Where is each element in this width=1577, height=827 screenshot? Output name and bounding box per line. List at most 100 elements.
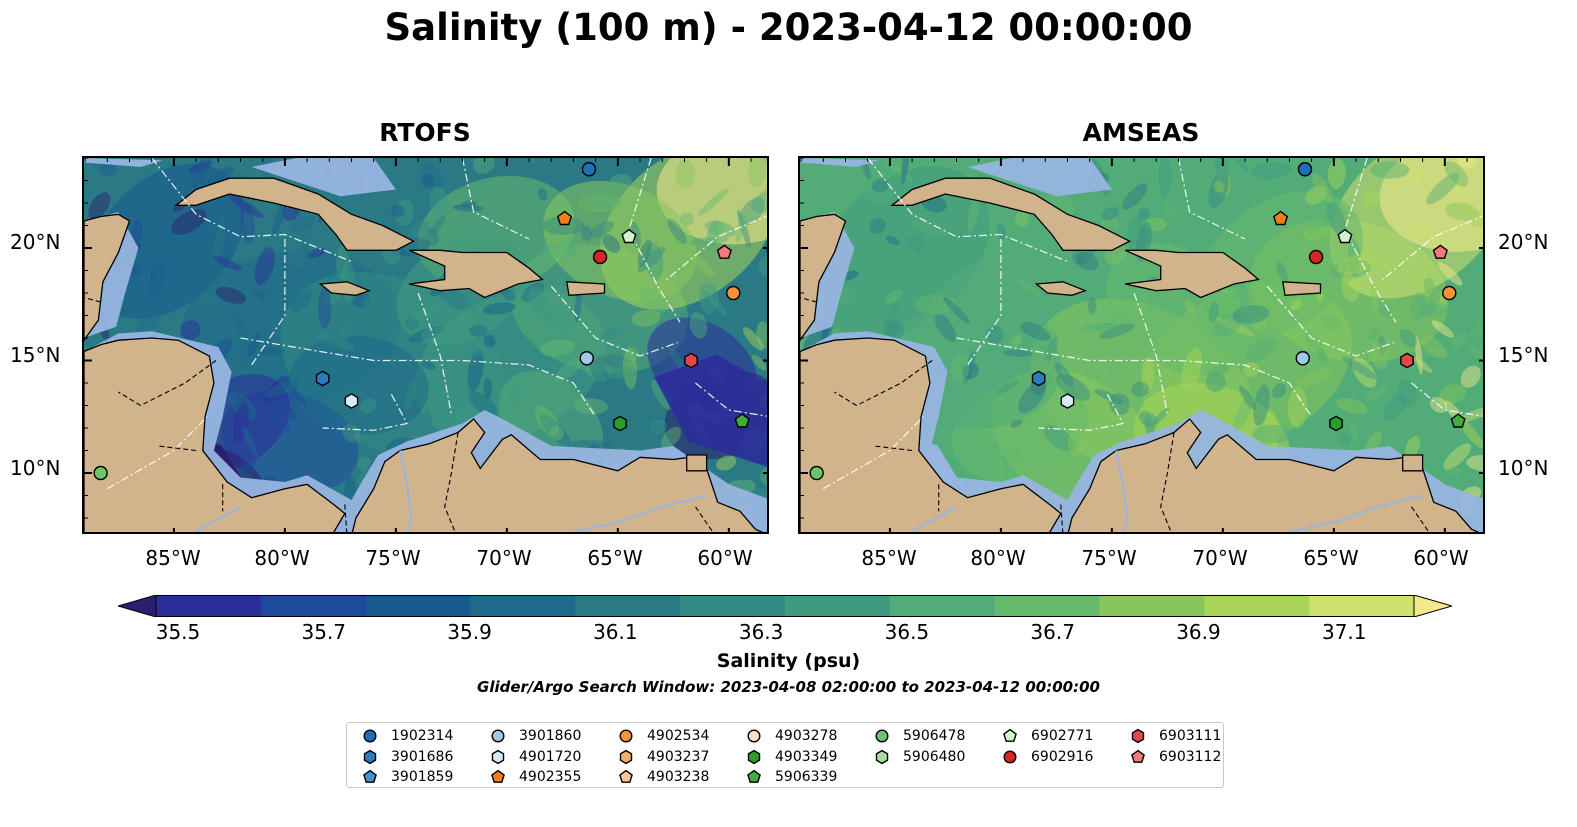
legend-marker-6902916[interactable] xyxy=(1003,749,1017,764)
legend-label: 5906339 xyxy=(775,769,838,785)
legend-label: 4903238 xyxy=(647,769,710,785)
float-marker-5906478[interactable] xyxy=(809,465,824,481)
colorbar-segment xyxy=(575,595,681,617)
float-marker-4902355[interactable] xyxy=(556,210,573,226)
pentagon-marker-icon xyxy=(619,769,633,783)
colorbar-tick-label: 35.5 xyxy=(155,620,201,644)
hexagon-marker-icon xyxy=(363,749,377,764)
legend-item-5906478: 5906478 xyxy=(873,726,965,746)
legend-marker-5906480[interactable] xyxy=(875,749,889,764)
land-polygon xyxy=(318,281,372,296)
hexagon-marker-icon xyxy=(747,749,761,764)
colorbar-label: Salinity (psu) xyxy=(716,650,861,672)
lon-label-60w: 60°W xyxy=(697,546,753,570)
legend-marker-4903278[interactable] xyxy=(747,729,761,743)
legend-marker-4903238[interactable] xyxy=(619,769,633,783)
legend-marker-4903237[interactable] xyxy=(619,749,633,764)
legend-marker-5906478[interactable] xyxy=(875,729,889,743)
float-marker-4902534[interactable] xyxy=(1442,285,1457,301)
legend-marker-3901860[interactable] xyxy=(491,729,505,743)
lat-label-10n-right: 10°N xyxy=(1498,456,1549,480)
map-panel-rtofs[interactable] xyxy=(82,156,769,534)
land-polygon xyxy=(408,249,544,299)
lon-label-80w: 80°W xyxy=(254,546,310,570)
colorbar-tick-label: 36.3 xyxy=(738,620,784,644)
lat-label-15n: 15°N xyxy=(10,343,61,367)
circle-marker-icon xyxy=(363,729,377,743)
legend-label: 4902534 xyxy=(647,728,710,744)
map-panel-amseas[interactable] xyxy=(798,156,1485,534)
colorbar-segment xyxy=(1309,595,1415,617)
legend-label: 6903111 xyxy=(1159,728,1222,744)
float-marker-6903112[interactable] xyxy=(716,244,732,259)
lat-label-20n: 20°N xyxy=(10,230,61,254)
legend-marker-4902355[interactable] xyxy=(491,769,505,783)
legend-label: 4903278 xyxy=(775,728,838,744)
float-marker-4903349[interactable] xyxy=(1329,415,1343,432)
legend-item-1902314: 1902314 xyxy=(361,726,453,746)
land-polygon xyxy=(1034,281,1088,296)
colorbar-segment xyxy=(994,595,1101,617)
float-marker-3901686[interactable] xyxy=(1031,370,1046,387)
legend-marker-3901859[interactable] xyxy=(363,769,377,783)
colorbar-segment xyxy=(889,595,996,617)
legend-marker-5906339[interactable] xyxy=(747,769,761,783)
float-marker-6902771[interactable] xyxy=(621,228,637,244)
float-marker-4903349[interactable] xyxy=(613,415,627,432)
colorbar-tick-label: 36.5 xyxy=(884,620,930,644)
float-marker-5906478[interactable] xyxy=(93,465,108,481)
float-marker-5906339[interactable] xyxy=(1450,413,1466,428)
lon-label-75w: 75°W xyxy=(365,546,421,570)
float-marker-4902355[interactable] xyxy=(1272,210,1289,226)
colorbar-extend-low xyxy=(118,595,157,617)
legend-item-4903237: 4903237 xyxy=(617,747,709,767)
legend-marker-4902534[interactable] xyxy=(619,729,633,743)
colorbar-segment xyxy=(680,595,786,617)
float-marker-6903112[interactable] xyxy=(1432,244,1448,259)
land-polygon xyxy=(1124,249,1260,299)
legend-marker-6903112[interactable] xyxy=(1131,749,1145,763)
legend-marker-1902314[interactable] xyxy=(363,729,377,743)
float-marker-6902916[interactable] xyxy=(592,249,608,265)
float-marker-6903111[interactable] xyxy=(1400,352,1414,369)
float-marker-4902534[interactable] xyxy=(726,285,741,301)
circle-marker-icon xyxy=(491,729,505,743)
colorbar-tick-label: 35.9 xyxy=(447,620,492,644)
legend-marker-6903111[interactable] xyxy=(1131,728,1145,744)
float-marker-3901686[interactable] xyxy=(315,370,330,387)
colorbar-segment xyxy=(365,595,472,617)
legend-label: 3901860 xyxy=(519,728,582,744)
legend-label: 6902771 xyxy=(1031,728,1094,744)
float-marker-3901860[interactable] xyxy=(579,351,594,366)
legend-marker-6902771[interactable] xyxy=(1003,728,1017,742)
legend-item-5906480: 5906480 xyxy=(873,747,965,767)
lon-label-75w-right: 75°W xyxy=(1081,546,1137,570)
float-marker-6903111[interactable] xyxy=(684,352,698,369)
colorbar-segment xyxy=(156,595,262,617)
float-marker-3901860[interactable] xyxy=(1295,351,1310,366)
float-marker-4901720[interactable] xyxy=(1060,393,1075,409)
float-marker-1902314[interactable] xyxy=(581,162,597,177)
float-marker-1902314[interactable] xyxy=(1297,162,1313,177)
land-polygon xyxy=(686,454,708,472)
legend-marker-3901686[interactable] xyxy=(363,749,377,764)
panel-title-amseas: AMSEAS xyxy=(1082,118,1200,147)
float-marker-5906339[interactable] xyxy=(734,413,750,428)
legend-label: 3901686 xyxy=(391,748,454,765)
pentagon-marker-icon xyxy=(491,769,505,783)
legend-item-3901860: 3901860 xyxy=(489,726,581,746)
float-marker-6902916[interactable] xyxy=(1308,249,1324,265)
hexagon-marker-icon xyxy=(875,749,889,764)
legend-marker-4901720[interactable] xyxy=(491,749,505,764)
colorbar-tick-label: 35.7 xyxy=(301,620,347,644)
panel-title-rtofs: RTOFS xyxy=(379,118,471,147)
land-polygon xyxy=(84,337,346,532)
land-polygon xyxy=(84,213,131,342)
float-marker-6902771[interactable] xyxy=(1337,228,1353,244)
legend-marker-4903349[interactable] xyxy=(747,749,761,764)
lat-label-15n-right: 15°N xyxy=(1498,343,1549,367)
lon-label-70w: 70°W xyxy=(476,546,532,570)
pentagon-marker-icon xyxy=(1131,749,1145,763)
legend-item-6903112: 6903112 xyxy=(1129,747,1221,767)
float-marker-4901720[interactable] xyxy=(344,393,359,409)
